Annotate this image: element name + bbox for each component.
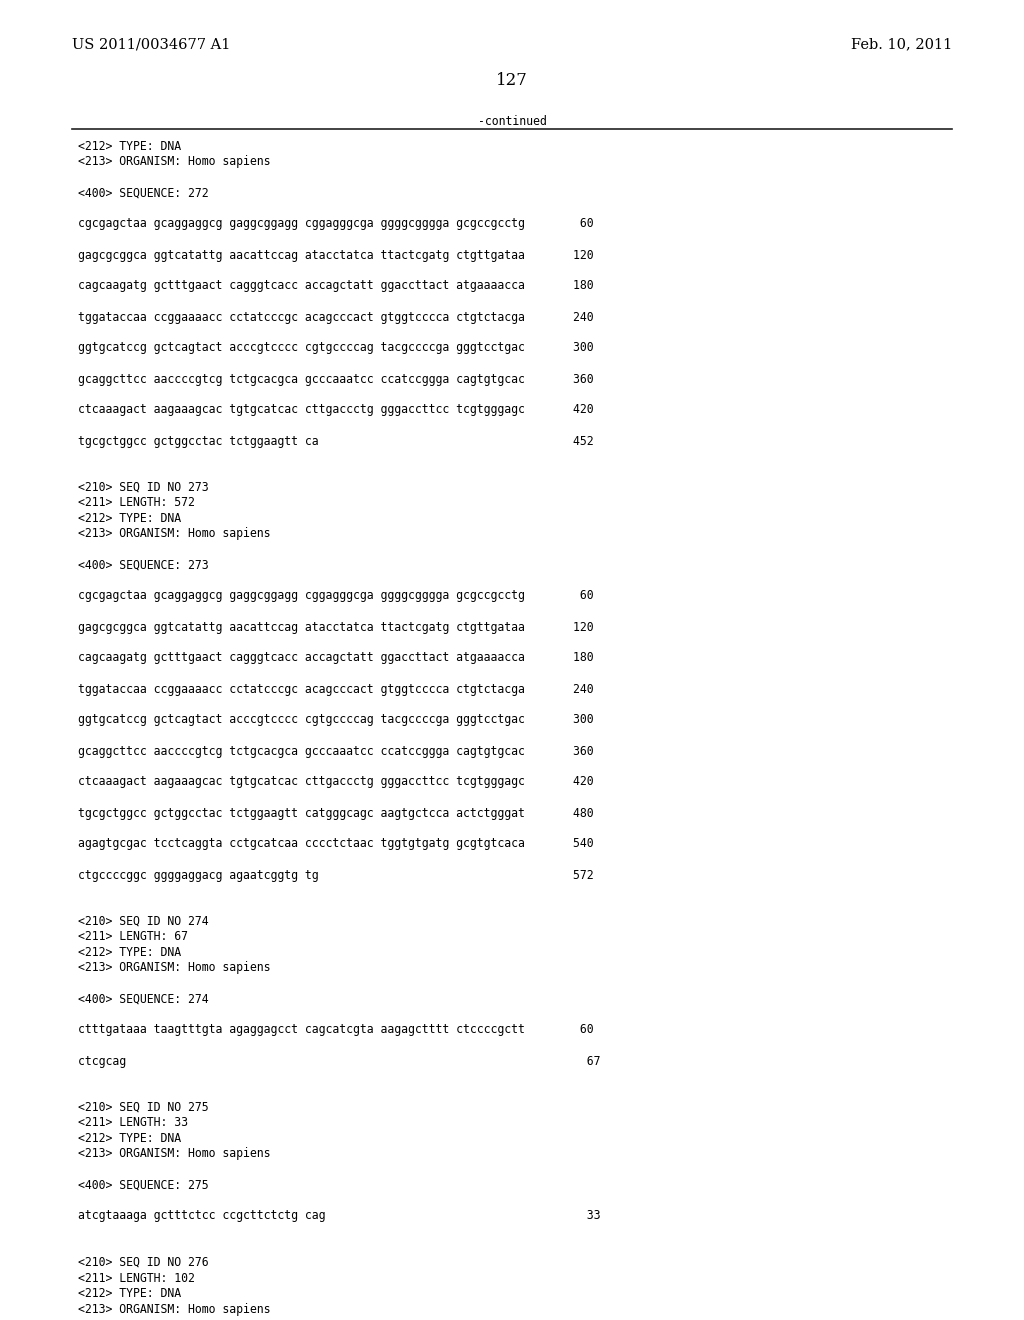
- Text: <400> SEQUENCE: 274: <400> SEQUENCE: 274: [78, 993, 209, 1006]
- Text: <400> SEQUENCE: 275: <400> SEQUENCE: 275: [78, 1179, 209, 1192]
- Text: cagcaagatg gctttgaact cagggtcacc accagctatt ggaccttact atgaaaacca       180: cagcaagatg gctttgaact cagggtcacc accagct…: [78, 280, 594, 293]
- Text: ggtgcatccg gctcagtact acccgtcccc cgtgccccag tacgccccga gggtcctgac       300: ggtgcatccg gctcagtact acccgtcccc cgtgccc…: [78, 714, 594, 726]
- Text: tgcgctggcc gctggcctac tctggaagtt catgggcagc aagtgctcca actctgggat       480: tgcgctggcc gctggcctac tctggaagtt catgggc…: [78, 807, 594, 820]
- Text: cgcgagctaa gcaggaggcg gaggcggagg cggagggcga ggggcgggga gcgccgcctg        60: cgcgagctaa gcaggaggcg gaggcggagg cggaggg…: [78, 218, 594, 231]
- Text: <211> LENGTH: 102: <211> LENGTH: 102: [78, 1271, 195, 1284]
- Text: <211> LENGTH: 33: <211> LENGTH: 33: [78, 1117, 188, 1130]
- Text: <212> TYPE: DNA: <212> TYPE: DNA: [78, 1133, 181, 1144]
- Text: ctcgcag                                                                   67: ctcgcag 67: [78, 1055, 600, 1068]
- Text: <210> SEQ ID NO 276: <210> SEQ ID NO 276: [78, 1257, 209, 1269]
- Text: 127: 127: [496, 73, 528, 88]
- Text: <212> TYPE: DNA: <212> TYPE: DNA: [78, 1287, 181, 1300]
- Text: Feb. 10, 2011: Feb. 10, 2011: [851, 37, 952, 51]
- Text: <210> SEQ ID NO 274: <210> SEQ ID NO 274: [78, 915, 209, 928]
- Text: ctttgataaa taagtttgta agaggagcct cagcatcgta aagagctttt ctccccgctt        60: ctttgataaa taagtttgta agaggagcct cagcatc…: [78, 1023, 594, 1036]
- Text: <213> ORGANISM: Homo sapiens: <213> ORGANISM: Homo sapiens: [78, 961, 270, 974]
- Text: gcaggcttcc aaccccgtcg tctgcacgca gcccaaatcc ccatccggga cagtgtgcac       360: gcaggcttcc aaccccgtcg tctgcacgca gcccaaa…: [78, 744, 594, 758]
- Text: tggataccaa ccggaaaacc cctatcccgc acagcccact gtggtcccca ctgtctacga       240: tggataccaa ccggaaaacc cctatcccgc acagccc…: [78, 682, 594, 696]
- Text: <213> ORGANISM: Homo sapiens: <213> ORGANISM: Homo sapiens: [78, 1303, 270, 1316]
- Text: <210> SEQ ID NO 273: <210> SEQ ID NO 273: [78, 480, 209, 494]
- Text: <211> LENGTH: 572: <211> LENGTH: 572: [78, 496, 195, 510]
- Text: cgcgagctaa gcaggaggcg gaggcggagg cggagggcga ggggcgggga gcgccgcctg        60: cgcgagctaa gcaggaggcg gaggcggagg cggaggg…: [78, 590, 594, 602]
- Text: <213> ORGANISM: Homo sapiens: <213> ORGANISM: Homo sapiens: [78, 156, 270, 169]
- Text: <212> TYPE: DNA: <212> TYPE: DNA: [78, 946, 181, 960]
- Text: <400> SEQUENCE: 273: <400> SEQUENCE: 273: [78, 558, 209, 572]
- Text: <212> TYPE: DNA: <212> TYPE: DNA: [78, 140, 181, 153]
- Text: ctcaaagact aagaaagcac tgtgcatcac cttgaccctg gggaccttcc tcgtgggagc       420: ctcaaagact aagaaagcac tgtgcatcac cttgacc…: [78, 776, 594, 788]
- Text: atcgtaaaga gctttctcc ccgcttctctg cag                                      33: atcgtaaaga gctttctcc ccgcttctctg cag 33: [78, 1209, 600, 1222]
- Text: gagcgcggca ggtcatattg aacattccag atacctatca ttactcgatg ctgttgataa       120: gagcgcggca ggtcatattg aacattccag ataccta…: [78, 620, 594, 634]
- Text: <213> ORGANISM: Homo sapiens: <213> ORGANISM: Homo sapiens: [78, 1147, 270, 1160]
- Text: cagcaagatg gctttgaact cagggtcacc accagctatt ggaccttact atgaaaacca       180: cagcaagatg gctttgaact cagggtcacc accagct…: [78, 652, 594, 664]
- Text: ctcaaagact aagaaagcac tgtgcatcac cttgaccctg gggaccttcc tcgtgggagc       420: ctcaaagact aagaaagcac tgtgcatcac cttgacc…: [78, 404, 594, 417]
- Text: -continued: -continued: [477, 115, 547, 128]
- Text: agagtgcgac tcctcaggta cctgcatcaa cccctctaac tggtgtgatg gcgtgtcaca       540: agagtgcgac tcctcaggta cctgcatcaa cccctct…: [78, 837, 594, 850]
- Text: tgcgctggcc gctggcctac tctggaagtt ca                                     452: tgcgctggcc gctggcctac tctggaagtt ca 452: [78, 434, 594, 447]
- Text: <211> LENGTH: 67: <211> LENGTH: 67: [78, 931, 188, 944]
- Text: <213> ORGANISM: Homo sapiens: <213> ORGANISM: Homo sapiens: [78, 528, 270, 540]
- Text: US 2011/0034677 A1: US 2011/0034677 A1: [72, 37, 230, 51]
- Text: ctgccccggc ggggaggacg agaatcggtg tg                                     572: ctgccccggc ggggaggacg agaatcggtg tg 572: [78, 869, 594, 882]
- Text: ggtgcatccg gctcagtact acccgtcccc cgtgccccag tacgccccga gggtcctgac       300: ggtgcatccg gctcagtact acccgtcccc cgtgccc…: [78, 342, 594, 355]
- Text: gcaggcttcc aaccccgtcg tctgcacgca gcccaaatcc ccatccggga cagtgtgcac       360: gcaggcttcc aaccccgtcg tctgcacgca gcccaaa…: [78, 372, 594, 385]
- Text: <400> SEQUENCE: 272: <400> SEQUENCE: 272: [78, 186, 209, 199]
- Text: <212> TYPE: DNA: <212> TYPE: DNA: [78, 512, 181, 525]
- Text: tggataccaa ccggaaaacc cctatcccgc acagcccact gtggtcccca ctgtctacga       240: tggataccaa ccggaaaacc cctatcccgc acagccc…: [78, 310, 594, 323]
- Text: <210> SEQ ID NO 275: <210> SEQ ID NO 275: [78, 1101, 209, 1114]
- Text: gagcgcggca ggtcatattg aacattccag atacctatca ttactcgatg ctgttgataa       120: gagcgcggca ggtcatattg aacattccag ataccta…: [78, 248, 594, 261]
